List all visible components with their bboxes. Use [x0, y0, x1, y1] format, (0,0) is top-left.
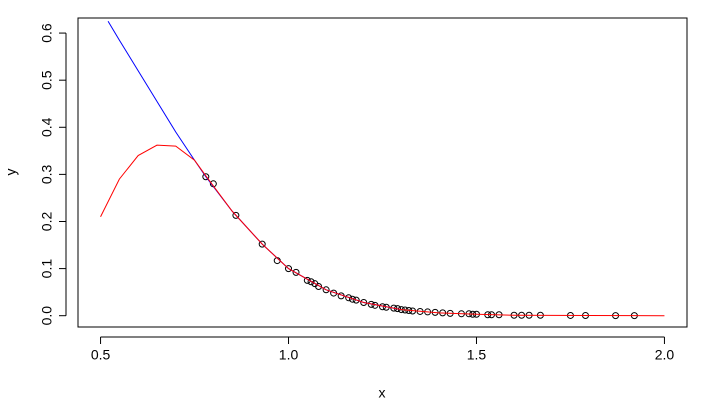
- point: [258, 240, 266, 248]
- point: [345, 294, 353, 302]
- y-tick-label: 0.6: [39, 23, 55, 43]
- y-tick-label: 0.5: [39, 70, 55, 90]
- x-axis-label: x: [379, 385, 386, 401]
- point: [390, 304, 398, 312]
- x-tick-label: 1.5: [467, 347, 487, 363]
- y-axis-label: y: [3, 169, 19, 176]
- curve: [100, 144, 665, 317]
- y-tick-label: 0.4: [39, 117, 55, 137]
- x-tick-label: 2.0: [655, 347, 675, 363]
- point: [322, 286, 330, 294]
- plot-box: [77, 17, 688, 328]
- point: [292, 268, 300, 276]
- plot-area: [100, 21, 665, 320]
- point: [232, 211, 240, 219]
- point: [307, 278, 315, 286]
- x-tick-label: 1.0: [279, 347, 299, 363]
- point: [285, 265, 293, 273]
- point: [202, 173, 210, 181]
- point: [315, 282, 323, 290]
- y-tick-label: 0.3: [39, 164, 55, 184]
- curve: [107, 21, 402, 311]
- x-tick-label: 0.5: [91, 347, 111, 363]
- y-tick-label: 0.0: [39, 306, 55, 326]
- point: [360, 299, 368, 307]
- y-tick-label: 0.1: [39, 259, 55, 279]
- point: [352, 296, 360, 304]
- y-tick-label: 0.2: [39, 212, 55, 232]
